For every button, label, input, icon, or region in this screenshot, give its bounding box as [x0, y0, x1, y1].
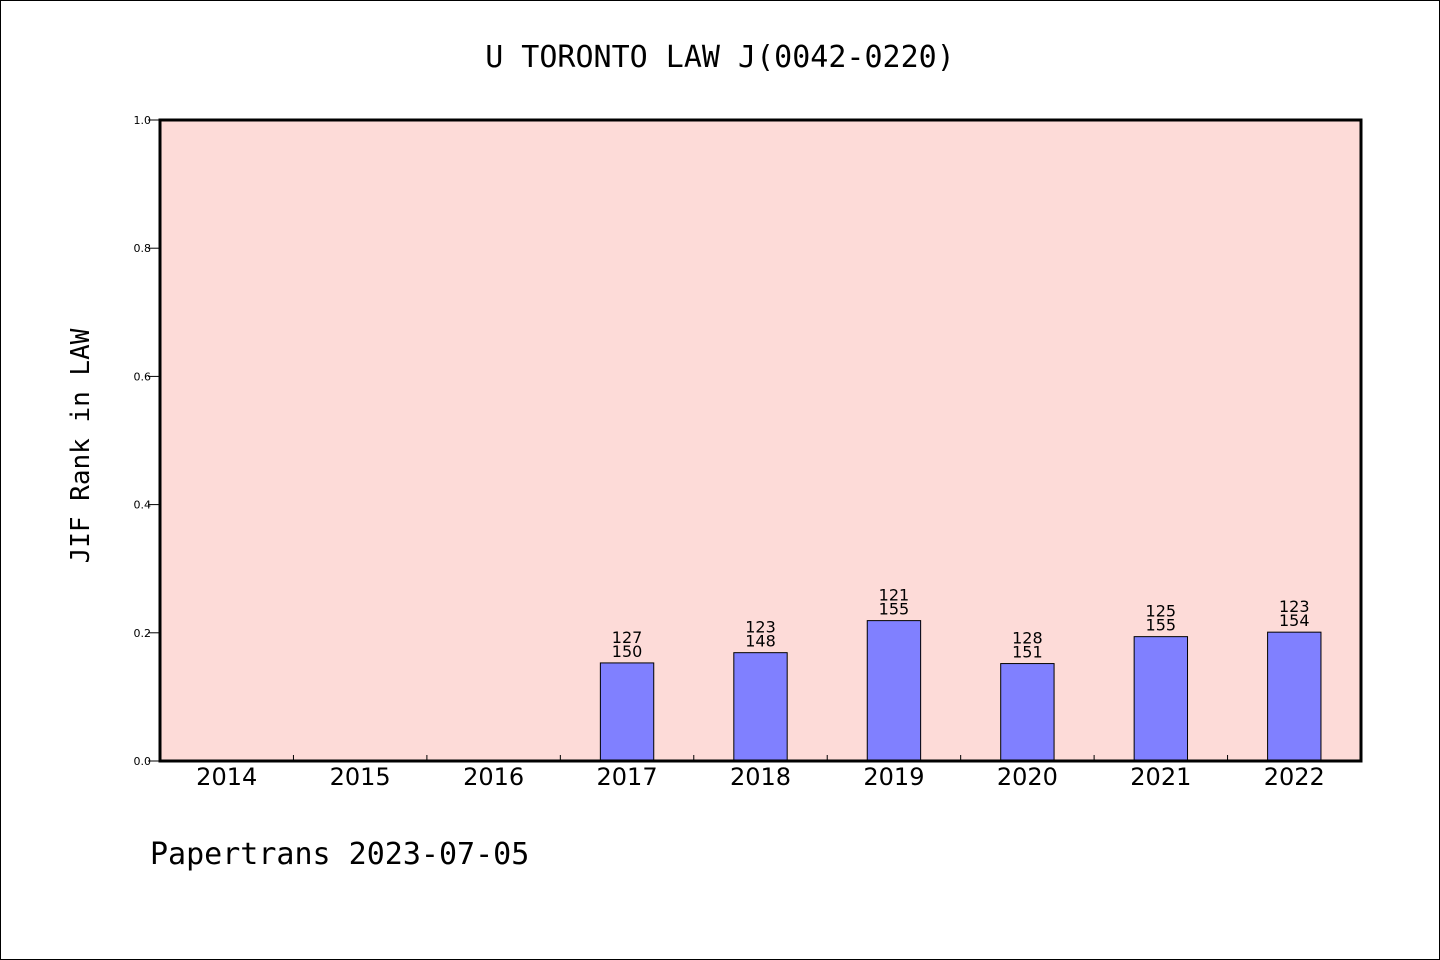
x-tick-label-2020: 2020 [997, 763, 1058, 791]
bar-total-label-2017: 150 [612, 642, 643, 661]
x-tick-label-2021: 2021 [1130, 763, 1191, 791]
bar-rank-label-2017: 127 [612, 628, 643, 647]
bar-total-label-2020: 151 [1012, 643, 1043, 662]
bar-2020 [1000, 663, 1055, 762]
y-tick-label-4: 0.8 [134, 242, 152, 255]
y-tick-label-3: 0.6 [134, 370, 152, 383]
bar-2021 [1133, 636, 1189, 762]
chart-title: U TORONTO LAW J(0042-0220) [485, 40, 955, 75]
x-tick-label-2015: 2015 [330, 763, 391, 791]
bars-layer [599, 620, 1322, 762]
bar-rank-label-2021: 125 [1146, 602, 1177, 621]
x-tick-label-2017: 2017 [597, 763, 658, 791]
x-tick-label-2022: 2022 [1264, 763, 1325, 791]
bar-2017 [599, 662, 655, 762]
footer-credit: Papertrans 2023-07-05 [150, 837, 529, 872]
y-tick-label-2: 0.4 [134, 499, 152, 512]
plot-border [158, 118, 1363, 763]
x-tick-label-2016: 2016 [463, 763, 524, 791]
y-tick-label-5: 1.0 [134, 114, 152, 127]
bar-2022 [1267, 631, 1322, 762]
bar-total-label-2019: 155 [879, 600, 910, 619]
y-tick-label-1: 0.2 [134, 627, 152, 640]
bar-total-label-2021: 155 [1146, 616, 1177, 635]
y-axis: 0.0 0.2 0.4 0.6 0.8 1.0 [134, 114, 160, 768]
bar-2019 [866, 620, 922, 762]
x-axis: 2014 2015 2016 2017 2018 2019 2020 2021 2022 [196, 755, 1325, 791]
bar-total-label-2022: 154 [1279, 611, 1310, 630]
bar-rank-label-2022: 123 [1279, 597, 1310, 616]
bar-rank-label-2018: 123 [745, 618, 776, 637]
x-tick-label-2019: 2019 [863, 763, 924, 791]
x-tick-label-2014: 2014 [196, 763, 257, 791]
bar-2018 [733, 652, 788, 762]
bar-rank-label-2020: 128 [1012, 629, 1043, 648]
y-axis-label: JIF Rank in LAW [66, 328, 96, 563]
bar-total-label-2018: 148 [745, 632, 776, 651]
bar-rank-label-2019: 121 [879, 586, 910, 605]
x-tick-label-2018: 2018 [730, 763, 791, 791]
y-tick-label-0: 0.0 [134, 755, 152, 768]
